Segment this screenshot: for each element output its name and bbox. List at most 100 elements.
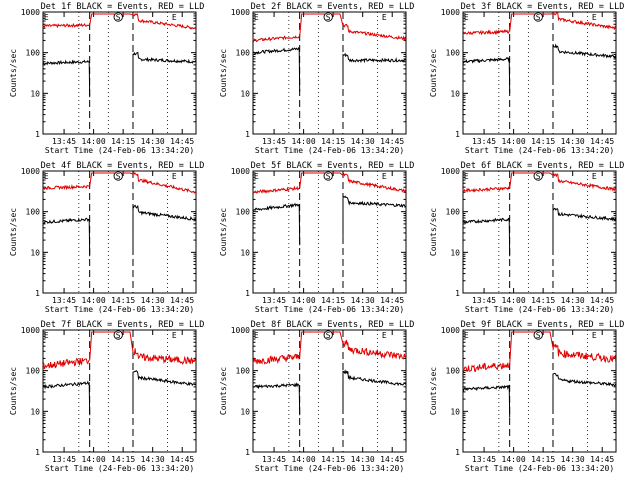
y-tick-label: 1000: [231, 167, 250, 176]
lld-series-line: [252, 23, 407, 43]
detector-panel: Det 6f BLACK = Events, RED = LLD 1 10 100 10…: [429, 161, 624, 314]
plot-frame: [462, 170, 617, 294]
x-tick-label: 14:15: [111, 137, 135, 146]
panel-title: Det 1f BLACK = Events, RED = LLD: [41, 2, 205, 12]
x-axis: 13:45 14:00 14:15 14:30 14:45: [262, 330, 404, 464]
y-tick-label: 1: [35, 448, 40, 457]
plot-frame: [42, 11, 197, 135]
y-tick-label: 100: [236, 367, 251, 376]
x-tick-label: 14:15: [321, 296, 345, 305]
panel-title: Det 8f BLACK = Events, RED = LLD: [251, 320, 415, 330]
detector-panel: Det 7f BLACK = Events, RED = LLD 1 10 100 10…: [9, 320, 204, 473]
x-tick-label: 14:00: [82, 296, 106, 305]
y-tick-label: 1: [455, 130, 460, 139]
x-axis: 13:45 14:00 14:15 14:30 14:45: [52, 12, 194, 146]
marker-label: E: [172, 172, 177, 181]
y-axis: 1 10 100 1000: [441, 326, 616, 457]
x-tick-label: 14:45: [170, 455, 194, 464]
start-marker-circle: [323, 171, 333, 181]
events-series-line: [462, 43, 617, 94]
x-tick-label: 14:30: [141, 137, 165, 146]
y-axis: 1 10 100 1000: [21, 8, 196, 139]
y-tick-label: 1: [245, 448, 250, 457]
y-tick-label: 100: [26, 367, 41, 376]
x-tick-label: 14:15: [111, 296, 135, 305]
plot-frame: [462, 329, 617, 453]
lld-series-line: [252, 172, 407, 194]
x-tick-label: 13:45: [52, 137, 76, 146]
x-tick-label: 14:30: [351, 296, 375, 305]
marker-label: S: [536, 13, 541, 22]
y-tick-label: 1000: [441, 8, 460, 17]
lld-series-line: [462, 172, 617, 194]
x-axis-label: Start Time (24-Feb-06 13:34:20): [465, 146, 614, 155]
start-marker-circle: [323, 330, 333, 340]
x-tick-label: 14:45: [380, 296, 404, 305]
start-marker-circle: [113, 12, 123, 22]
detector-panel: Det 5f BLACK = Events, RED = LLD 1 10 100 10…: [219, 161, 414, 314]
y-axis: 1 10 100 1000: [441, 167, 616, 298]
y-tick-label: 1000: [231, 8, 250, 17]
y-tick-label: 100: [236, 49, 251, 58]
lld-saturation-segment: [299, 13, 344, 37]
marker-label: E: [172, 331, 177, 340]
marker-label: E: [44, 331, 49, 340]
detector-panel: Det 1f BLACK = Events, RED = LLD 1 10 100 10…: [9, 2, 204, 155]
x-tick-label: 14:15: [531, 455, 555, 464]
y-axis-label: Counts/sec: [429, 367, 438, 415]
x-tick-label: 14:00: [502, 137, 526, 146]
y-axis: 1 10 100 1000: [21, 326, 196, 457]
events-series-line: [463, 207, 617, 257]
plot-frame: [42, 170, 197, 294]
lld-saturation-segment: [89, 13, 134, 26]
panel-title: Det 7f BLACK = Events, RED = LLD: [41, 320, 205, 330]
marker-label: S: [116, 331, 121, 340]
y-tick-label: 100: [446, 49, 461, 58]
panel-title: Det 9f BLACK = Events, RED = LLD: [461, 320, 625, 330]
x-axis: 13:45 14:00 14:15 14:30 14:45: [472, 171, 614, 305]
x-axis-label: Start Time (24-Feb-06 13:34:20): [465, 464, 614, 473]
events-series-line: [42, 370, 196, 416]
marker-label: E: [172, 13, 177, 22]
lld-saturation-segment: [89, 331, 134, 361]
x-axis: 13:45 14:00 14:15 14:30 14:45: [262, 12, 404, 146]
x-tick-label: 14:15: [531, 296, 555, 305]
events-series-line: [252, 46, 406, 92]
x-axis-label: Start Time (24-Feb-06 13:34:20): [255, 305, 404, 314]
start-marker-circle: [113, 330, 123, 340]
y-axis-label: Counts/sec: [9, 49, 18, 97]
x-tick-label: 13:45: [262, 455, 286, 464]
x-axis-label: Start Time (24-Feb-06 13:34:20): [255, 464, 404, 473]
x-tick-label: 14:00: [82, 455, 106, 464]
events-series-line: [42, 204, 197, 257]
y-axis-label: Counts/sec: [9, 208, 18, 256]
marker-label: S: [536, 331, 541, 340]
x-tick-label: 14:15: [321, 137, 345, 146]
x-tick-label: 14:30: [561, 455, 585, 464]
y-tick-label: 10: [240, 248, 250, 257]
start-marker-circle: [533, 330, 543, 340]
y-tick-label: 10: [450, 407, 460, 416]
x-axis-label: Start Time (24-Feb-06 13:34:20): [465, 305, 614, 314]
x-tick-label: 14:00: [82, 137, 106, 146]
y-tick-label: 1: [455, 289, 460, 298]
y-tick-label: 1000: [21, 167, 40, 176]
y-tick-label: 1: [35, 130, 40, 139]
y-axis: 1 10 100 1000: [231, 167, 406, 298]
start-marker-circle: [533, 171, 543, 181]
lld-saturation-segment: [299, 172, 344, 189]
x-tick-label: 13:45: [52, 296, 76, 305]
marker-label: E: [464, 331, 469, 340]
lld-saturation-segment: [509, 172, 554, 189]
start-marker-circle: [533, 12, 543, 22]
plot-frame: [252, 329, 407, 453]
plot-frame: [42, 329, 197, 453]
y-tick-label: 10: [240, 89, 250, 98]
marker-label: E: [382, 172, 387, 181]
y-tick-label: 10: [30, 89, 40, 98]
panel-title: Det 6f BLACK = Events, RED = LLD: [461, 161, 625, 171]
x-tick-label: 14:45: [590, 137, 614, 146]
y-axis-label: Counts/sec: [429, 49, 438, 97]
y-tick-label: 1000: [441, 167, 460, 176]
y-tick-label: 1000: [231, 326, 250, 335]
